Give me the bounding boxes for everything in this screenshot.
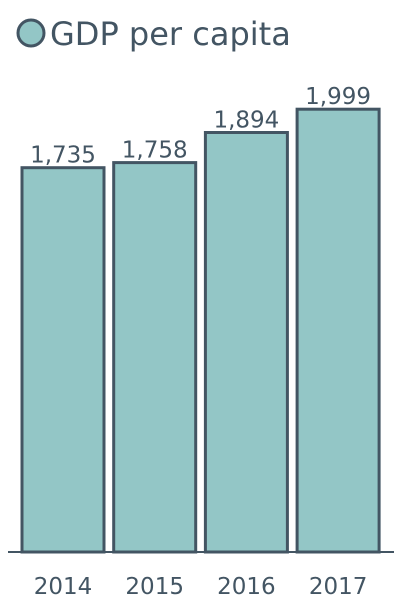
bars: [20, 107, 381, 554]
legend-swatch: [16, 18, 46, 48]
legend-label: GDP per capita: [50, 15, 291, 53]
x-tick-label-2014: 2014: [34, 574, 93, 600]
x-tick-label-2017: 2017: [309, 574, 368, 600]
data-label-2017: 1,999: [305, 84, 371, 110]
bar-2014: [20, 166, 106, 554]
bar-2017: [295, 107, 381, 554]
bar-2015: [112, 161, 198, 554]
x-axis-tick-labels: 2014 2015 2016 2017: [34, 574, 368, 600]
data-label-2014: 1,735: [30, 143, 96, 169]
legend: GDP per capita: [16, 15, 291, 53]
data-label-2015: 1,758: [122, 138, 188, 164]
bar-2016: [203, 131, 289, 554]
data-label-2016: 1,894: [213, 108, 279, 134]
value-labels: 1,735 1,758 1,894 1,999: [30, 84, 371, 169]
x-tick-label-2016: 2016: [217, 574, 276, 600]
x-tick-label-2015: 2015: [125, 574, 184, 600]
